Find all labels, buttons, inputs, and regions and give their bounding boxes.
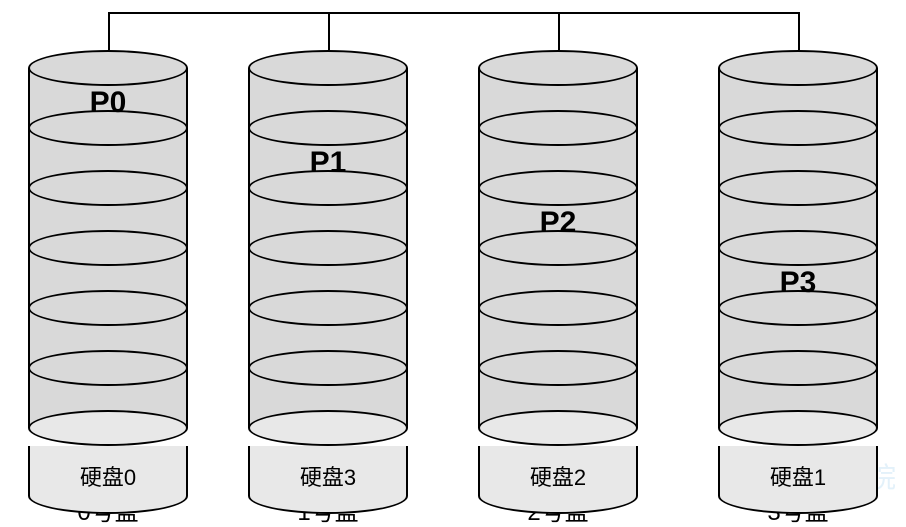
disk-2-inner-label: 硬盘2 (478, 460, 638, 492)
disk-0-parity-label: P0 (28, 86, 188, 120)
disk-2-top (478, 50, 638, 86)
disk-0-inner-label: 硬盘0 (28, 460, 188, 492)
disk-1: P1 硬盘3 (248, 50, 408, 510)
disk-1-top (248, 50, 408, 86)
disk-3-top (718, 50, 878, 86)
disk-0-top (28, 50, 188, 86)
disk-3: P3 硬盘1 (718, 50, 878, 510)
diagram-container: P0 硬盘0 0号盘 P1 硬盘3 1号盘 P2 硬盘2 2号盘 (0, 0, 906, 526)
disk-2-parity-label: P2 (478, 206, 638, 240)
disk-2: P2 硬盘2 (478, 50, 638, 510)
disk-1-parity-label: P1 (248, 146, 408, 180)
bus-horizontal (108, 12, 798, 14)
bus-drop-1 (328, 12, 330, 50)
disk-3-parity-label: P3 (718, 266, 878, 300)
disk-0: P0 硬盘0 (28, 50, 188, 510)
bus-drop-3 (798, 12, 800, 50)
bus-drop-0 (108, 12, 110, 50)
bus-drop-2 (558, 12, 560, 50)
disk-3-inner-label: 硬盘1 (718, 460, 878, 492)
disk-1-inner-label: 硬盘3 (248, 460, 408, 492)
